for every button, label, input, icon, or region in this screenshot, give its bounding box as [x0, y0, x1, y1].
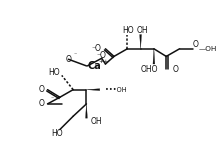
Text: HO: HO [48, 68, 60, 77]
Text: O: O [193, 40, 199, 48]
Text: O: O [65, 55, 71, 64]
Text: ⁻: ⁻ [50, 98, 54, 103]
Text: ++: ++ [98, 59, 108, 64]
Polygon shape [87, 89, 100, 91]
Text: OH: OH [90, 118, 102, 126]
Polygon shape [140, 35, 141, 49]
Text: OH: OH [137, 26, 148, 35]
Text: O: O [39, 99, 45, 108]
Text: HO: HO [51, 129, 63, 138]
Text: Ca: Ca [87, 61, 101, 71]
Polygon shape [85, 104, 87, 118]
Text: O: O [39, 85, 45, 94]
Text: OHO: OHO [140, 65, 158, 74]
Text: O: O [173, 65, 179, 74]
Text: •••OH: •••OH [104, 87, 126, 93]
Polygon shape [153, 49, 155, 64]
Text: ⁻O: ⁻O [92, 44, 102, 53]
Text: HO: HO [123, 26, 134, 35]
Text: —OH: —OH [199, 46, 217, 52]
Text: ⁻: ⁻ [73, 53, 76, 58]
Text: ⁻O: ⁻O [97, 51, 107, 60]
